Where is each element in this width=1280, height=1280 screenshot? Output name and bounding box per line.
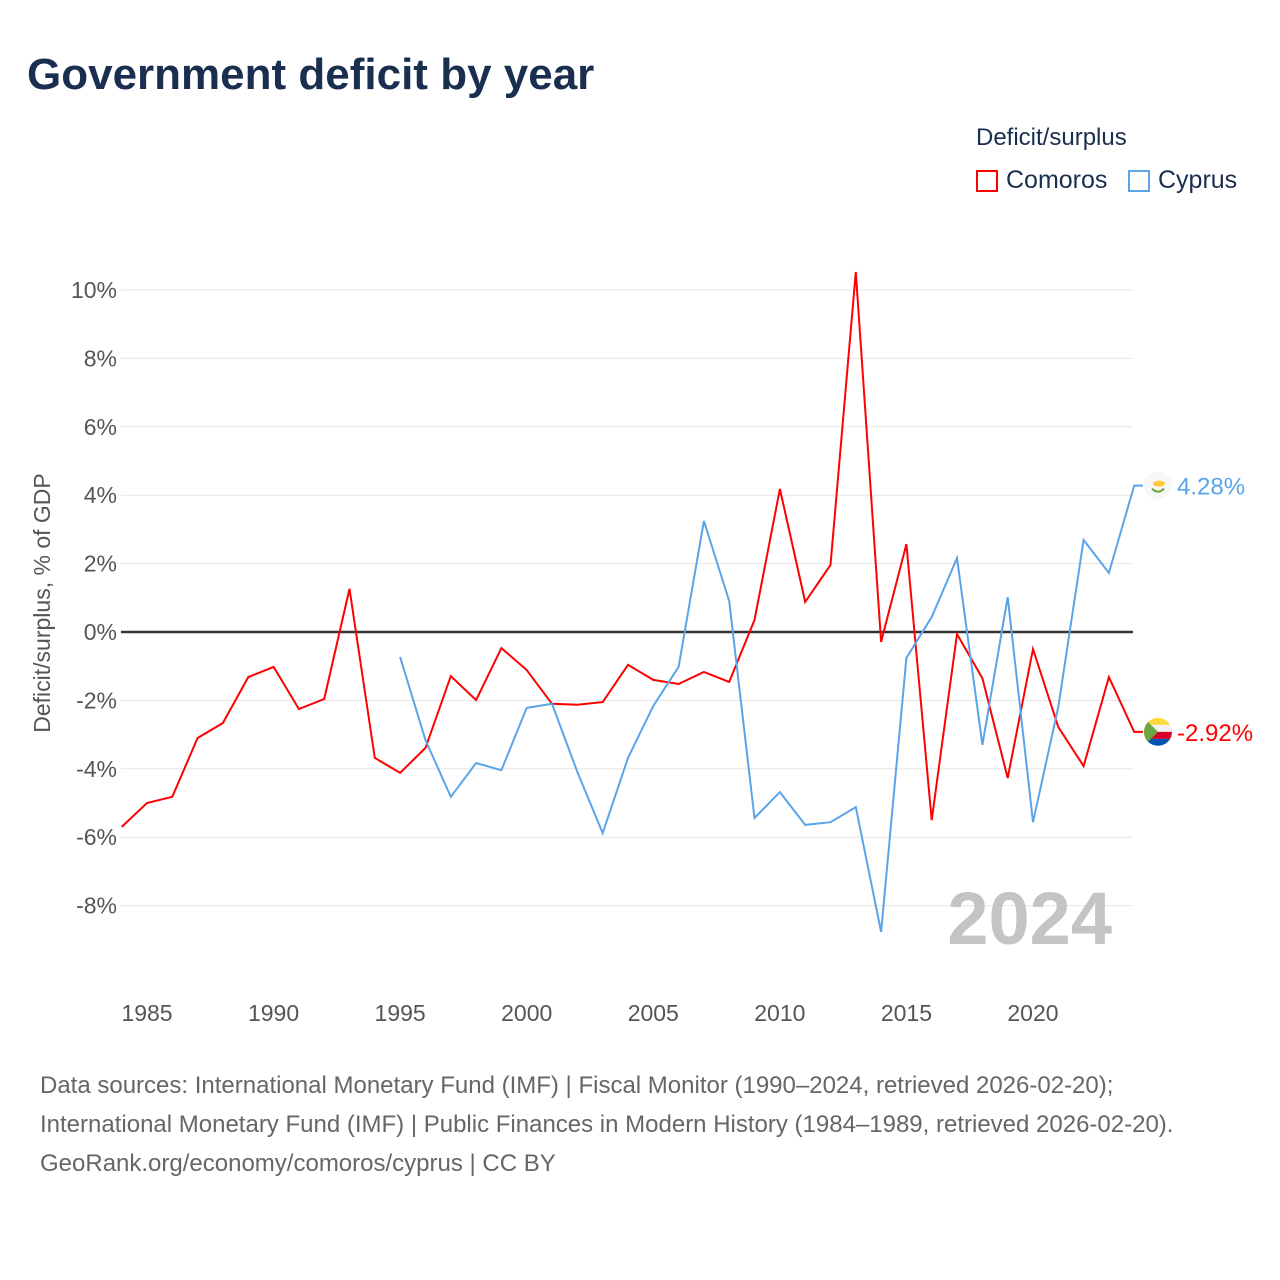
x-tick-label: 1990 <box>248 1000 299 1026</box>
series-line-comoros <box>121 271 1143 828</box>
x-tick-label: 2020 <box>1007 1000 1058 1026</box>
legend-item-comoros[interactable]: Comoros <box>976 166 1107 195</box>
legend-swatch <box>1128 169 1150 192</box>
end-label-cyprus: 4.28% <box>1177 474 1245 501</box>
chart-title: Government deficit by year <box>27 50 595 99</box>
legend-label: Comoros <box>1006 166 1108 194</box>
legend-swatch <box>976 169 998 192</box>
legend-label: Cyprus <box>1158 166 1238 194</box>
flag-stripe <box>1144 724 1172 732</box>
y-tick-label: 6% <box>84 414 117 440</box>
y-tick-label: -4% <box>76 756 117 782</box>
x-tick-label: 2000 <box>501 1000 552 1026</box>
flag-triangle <box>1144 717 1158 746</box>
chart-area: 10% 8% 6% 4% 2% 0% -2% -4% -6% -8% 1985 1990 1995 200… <box>29 271 1253 1026</box>
flag-olive <box>1151 487 1165 493</box>
y-tick-label: -6% <box>76 824 117 850</box>
footer: Data sources: International Monetary Fun… <box>40 1066 1250 1183</box>
flag-stripe <box>1144 731 1172 739</box>
y-tick-label: -2% <box>76 687 117 713</box>
legend-title: Deficit/surplus <box>976 124 1127 151</box>
data-sources: Data sources: International Monetary Fun… <box>40 1072 1174 1138</box>
flag-island <box>1153 480 1165 487</box>
x-tick-label: 1985 <box>121 1000 172 1026</box>
flag-cyprus-icon <box>1144 471 1172 500</box>
x-tick-label: 2010 <box>754 1000 805 1026</box>
y-tick-label: 0% <box>84 619 117 645</box>
x-tick-label: 2005 <box>628 1000 679 1026</box>
y-tick-label: -8% <box>76 893 117 919</box>
legend-item-cyprus[interactable]: Cyprus <box>1128 166 1237 195</box>
flag-comoros-icon <box>1144 717 1172 746</box>
y-tick-label: 8% <box>84 345 117 371</box>
x-tick-label: 1995 <box>375 1000 426 1026</box>
year-watermark: 2024 <box>947 877 1112 960</box>
flag-stripe <box>1144 738 1172 746</box>
y-tick-label: 10% <box>71 277 117 303</box>
y-tick-label: 2% <box>84 551 117 577</box>
x-tick-label: 2015 <box>881 1000 932 1026</box>
end-label-comoros: -2.92% <box>1177 720 1253 747</box>
y-tick-label: 4% <box>84 482 117 508</box>
flag-body <box>1144 717 1172 746</box>
y-axis-label: Deficit/surplus, % of GDP <box>29 473 55 732</box>
flag-stripe <box>1144 717 1172 725</box>
series-line-cyprus <box>399 484 1143 933</box>
attribution-link[interactable]: GeoRank.org/economy/comoros/cyprus | CC … <box>40 1150 556 1177</box>
